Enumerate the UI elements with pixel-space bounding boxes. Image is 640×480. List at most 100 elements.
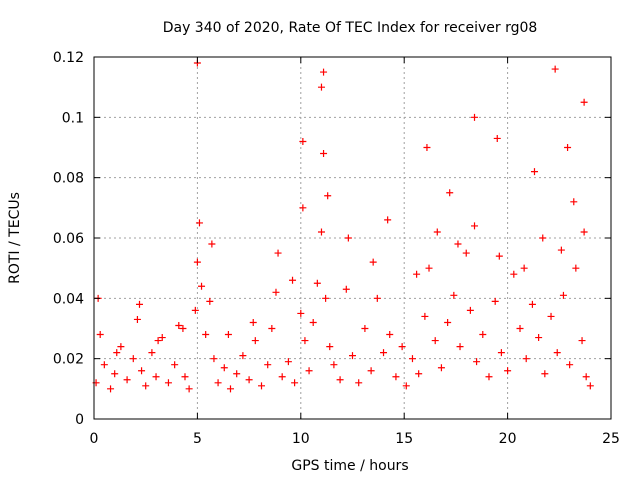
y-tick-label: 0.06 <box>53 231 84 247</box>
y-tick-label: 0.08 <box>53 171 84 187</box>
data-point <box>272 288 280 296</box>
data-point <box>113 349 121 357</box>
data-point <box>198 282 206 290</box>
data-point <box>330 361 338 369</box>
data-point <box>171 361 179 369</box>
data-point <box>301 337 309 345</box>
x-tick-label: 0 <box>90 431 99 447</box>
data-point <box>320 150 328 158</box>
data-point <box>369 258 377 266</box>
y-axis-ticks: 0 0.02 0.04 0.06 0.08 0.1 0.12 <box>53 50 611 428</box>
data-point <box>386 331 394 339</box>
data-point <box>326 343 334 351</box>
data-point <box>361 325 369 332</box>
data-point <box>158 334 166 342</box>
data-point <box>129 355 137 363</box>
data-point <box>578 337 586 345</box>
data-point <box>251 337 259 345</box>
data-point <box>175 321 183 329</box>
data-point <box>450 291 458 299</box>
data-point <box>520 264 528 272</box>
data-point <box>344 234 352 242</box>
data-point <box>566 361 574 369</box>
data-point <box>423 144 431 151</box>
data-point <box>497 349 505 357</box>
data-point <box>317 228 325 236</box>
data-point <box>349 352 356 360</box>
data-point <box>305 367 313 375</box>
data-point <box>539 234 547 242</box>
data-point <box>586 382 594 390</box>
data-point <box>193 258 201 266</box>
data-point <box>425 264 433 272</box>
data-point <box>309 318 317 326</box>
data-point <box>239 352 247 360</box>
x-tick-label: 10 <box>292 431 310 447</box>
data-point <box>148 349 156 357</box>
data-point <box>510 270 518 278</box>
data-point <box>291 379 299 387</box>
y-tick-label: 0.02 <box>53 352 84 368</box>
data-point <box>342 285 350 293</box>
data-point <box>152 373 160 381</box>
data-point <box>557 246 565 254</box>
data-point <box>479 331 487 339</box>
data-point <box>202 331 210 339</box>
data-point <box>111 370 119 378</box>
x-tick-label: 25 <box>602 431 620 447</box>
data-point <box>138 367 146 375</box>
data-point <box>135 300 143 308</box>
data-point <box>142 382 150 390</box>
data-point <box>402 382 410 390</box>
data-point <box>214 379 222 387</box>
data-point <box>367 367 375 375</box>
data-point <box>245 376 253 384</box>
x-tick-label: 15 <box>395 431 413 447</box>
y-tick-label: 0 <box>75 412 84 428</box>
data-point <box>392 373 400 381</box>
data-point <box>233 370 241 378</box>
data-point <box>181 373 189 381</box>
data-point <box>117 343 125 351</box>
data-point <box>522 355 530 363</box>
data-point <box>185 385 193 393</box>
data-point <box>278 373 286 381</box>
data-point <box>206 297 214 305</box>
data-point <box>299 204 307 212</box>
data-point <box>570 198 578 206</box>
data-point <box>559 291 567 299</box>
data-point <box>268 325 276 332</box>
data-point <box>471 113 479 121</box>
data-point <box>580 98 588 106</box>
x-axis-ticks: 0 5 10 15 20 25 <box>90 57 620 447</box>
y-tick-label: 0.12 <box>53 50 84 66</box>
data-point <box>96 331 104 339</box>
data-point <box>462 249 470 257</box>
data-point <box>191 306 199 314</box>
data-point <box>516 325 524 332</box>
data-point <box>284 358 292 366</box>
data-point <box>133 315 141 323</box>
data-point <box>437 364 445 372</box>
x-tick-label: 20 <box>499 431 517 447</box>
data-point <box>421 312 429 320</box>
data-point <box>408 355 416 363</box>
data-point <box>320 68 328 76</box>
data-points <box>92 59 594 393</box>
data-point <box>431 337 439 345</box>
data-point <box>154 337 162 345</box>
data-point <box>491 297 499 305</box>
data-point <box>495 252 503 260</box>
data-point <box>220 364 228 372</box>
data-point <box>355 379 363 387</box>
data-point <box>454 240 462 248</box>
data-point <box>485 373 493 381</box>
y-tick-label: 0.1 <box>62 110 84 126</box>
data-point <box>208 240 216 248</box>
data-point <box>324 192 332 200</box>
data-point <box>466 306 474 314</box>
data-point <box>313 279 321 287</box>
x-tick-label: 5 <box>193 431 202 447</box>
data-point <box>582 373 590 381</box>
data-point <box>373 294 381 302</box>
